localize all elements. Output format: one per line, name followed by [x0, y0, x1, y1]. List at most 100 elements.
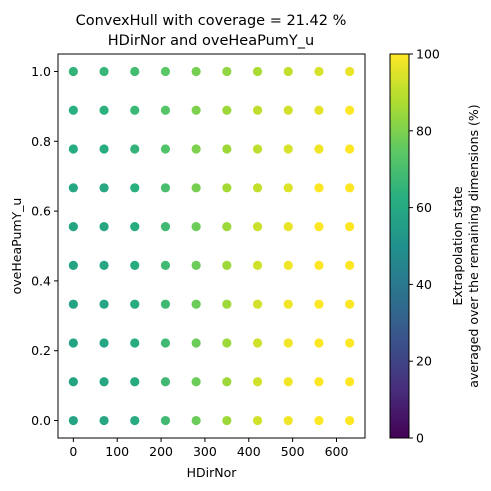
- scatter-point: [252, 260, 263, 271]
- scatter-point: [222, 183, 232, 193]
- scatter-point: [68, 105, 78, 115]
- y-tick-label: 0.8: [31, 134, 51, 149]
- scatter-point: [99, 377, 109, 387]
- scatter-point: [345, 183, 355, 193]
- scatter-point: [345, 105, 355, 115]
- scatter-point: [222, 377, 232, 387]
- plot-frame: [57, 53, 366, 439]
- y-tick-label: 0.2: [31, 343, 51, 358]
- y-tick-label: 0.4: [31, 273, 51, 288]
- scatter-point: [68, 415, 78, 426]
- colorbar-tick-label: 60: [416, 200, 432, 215]
- scatter-point: [160, 338, 171, 348]
- scatter-point: [160, 377, 171, 387]
- y-axis-label: oveHeaPumY_u: [9, 198, 24, 295]
- scatter-point: [130, 183, 140, 193]
- scatter-point: [99, 66, 109, 77]
- x-tick-label: 100: [105, 444, 129, 459]
- scatter-point: [99, 105, 109, 115]
- scatter-point: [345, 377, 355, 387]
- chart-title-line1: ConvexHull with coverage = 21.42 %: [76, 13, 347, 29]
- scatter-point: [314, 66, 324, 77]
- scatter-point: [283, 377, 293, 387]
- scatter-point: [345, 338, 355, 348]
- scatter-point: [252, 299, 263, 309]
- scatter-point: [283, 183, 293, 193]
- scatter-point: [160, 221, 171, 232]
- scatter-point: [252, 338, 263, 348]
- scatter-point: [68, 299, 78, 309]
- scatter-point: [283, 66, 293, 77]
- scatter-point: [191, 144, 201, 154]
- scatter-point: [222, 105, 232, 115]
- scatter-point: [283, 144, 293, 154]
- colorbar-label-line1: Extrapolation state: [450, 186, 465, 306]
- scatter-point: [283, 105, 293, 115]
- colorbar-tick-label: 40: [416, 277, 432, 292]
- y-tick-label: 1.0: [31, 64, 51, 79]
- scatter-point: [222, 299, 232, 309]
- scatter-point: [99, 144, 109, 154]
- x-tick-label: 300: [193, 444, 217, 459]
- y-axis-ticks: 0.0 0.2 0.4 0.6 0.8 1.0: [31, 64, 58, 428]
- scatter-point: [191, 299, 201, 309]
- scatter-point: [130, 299, 140, 309]
- scatter-point: [191, 221, 201, 232]
- y-tick-label: 0.6: [31, 204, 51, 219]
- scatter-point: [160, 66, 171, 77]
- scatter-point: [314, 144, 324, 154]
- scatter-point: [222, 415, 232, 426]
- scatter-point: [130, 338, 140, 348]
- scatter-point: [130, 221, 140, 232]
- scatter-point: [191, 105, 201, 115]
- scatter-point: [252, 66, 263, 77]
- scatter-point: [345, 415, 355, 426]
- scatter-point: [160, 183, 171, 193]
- scatter-point: [191, 66, 201, 77]
- scatter-point: [345, 221, 355, 232]
- x-tick-label: 200: [149, 444, 173, 459]
- colorbar-tick-label: 100: [416, 47, 440, 62]
- scatter-point: [99, 183, 109, 193]
- scatter-point: [68, 338, 78, 348]
- scatter-point: [130, 415, 140, 426]
- scatter-point: [191, 338, 201, 348]
- y-tick-label: 0.0: [31, 413, 51, 428]
- scatter-point: [252, 105, 263, 115]
- colorbar-tick-label: 80: [416, 123, 432, 138]
- scatter-point: [191, 260, 201, 271]
- scatter-point: [345, 66, 355, 77]
- scatter-point: [68, 66, 78, 77]
- colorbar-tick-label: 20: [416, 354, 432, 369]
- scatter-point: [283, 338, 293, 348]
- x-axis-label: HDirNor: [187, 465, 238, 480]
- scatter-point: [252, 221, 263, 232]
- scatter-point: [314, 260, 324, 271]
- scatter-point: [222, 221, 232, 232]
- colorbar-label-line2: averaged over the remaining dimensions (…: [466, 104, 481, 387]
- scatter-point: [314, 299, 324, 309]
- scatter-point: [160, 105, 171, 115]
- scatter-point: [314, 377, 324, 387]
- scatter-point: [130, 377, 140, 387]
- scatter-point: [99, 221, 109, 232]
- scatter-point: [99, 415, 109, 426]
- scatter-point: [283, 415, 293, 426]
- scatter-point: [160, 299, 171, 309]
- scatter-point: [68, 377, 78, 387]
- scatter-point: [68, 144, 78, 154]
- scatter-point: [283, 299, 293, 309]
- scatter-point: [130, 105, 140, 115]
- scatter-point: [160, 144, 171, 154]
- scatter-point: [283, 260, 293, 271]
- scatter-point: [252, 415, 263, 426]
- x-tick-label: 600: [325, 444, 349, 459]
- colorbar-tick-label: 0: [416, 431, 424, 446]
- scatter-point: [314, 183, 324, 193]
- scatter-point: [314, 338, 324, 348]
- scatter-point: [68, 260, 78, 271]
- scatter-point: [345, 144, 355, 154]
- scatter-point: [99, 299, 109, 309]
- x-tick-label: 0: [69, 444, 77, 459]
